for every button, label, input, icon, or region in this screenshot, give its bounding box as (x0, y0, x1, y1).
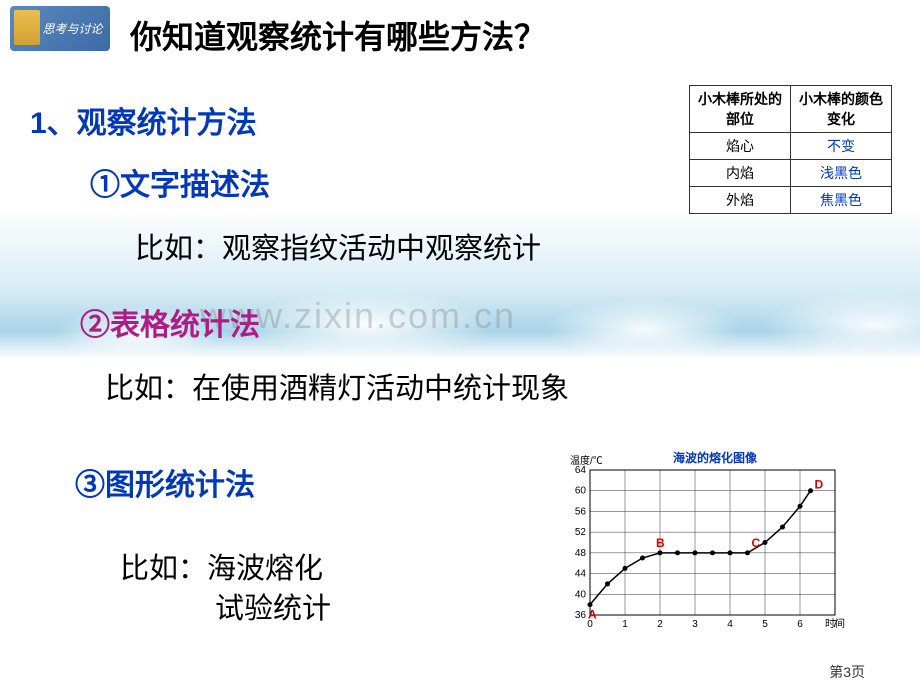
svg-text:56: 56 (575, 506, 587, 517)
svg-text:52: 52 (575, 527, 587, 538)
table-cell: 外焰 (690, 187, 791, 214)
svg-text:3: 3 (692, 619, 698, 630)
header-badge: 思考与讨论 (10, 6, 110, 51)
table-cell: 焦黑色 (791, 187, 892, 214)
method2-heading: ②表格统计法 (80, 300, 260, 344)
svg-text:温度/℃: 温度/℃ (570, 454, 603, 467)
svg-text:1: 1 (622, 619, 628, 630)
method2-example: 比如：在使用酒精灯活动中统计现象 (105, 365, 569, 407)
table-cell: 浅黑色 (791, 160, 892, 187)
table-cell: 内焰 (690, 160, 791, 187)
method3-heading: ③图形统计法 (75, 460, 255, 504)
svg-text:D: D (815, 478, 824, 492)
table-cell: 不变 (791, 133, 892, 160)
table-body: 焰心不变内焰浅黑色外焰焦黑色 (690, 133, 892, 214)
method3-example-line1: 比如：海波熔化 (120, 545, 323, 587)
svg-text:C: C (752, 536, 761, 550)
svg-text:40: 40 (575, 589, 587, 600)
page-title: 你知道观察统计有哪些方法？ (130, 12, 546, 58)
svg-text:时间/分: 时间/分 (825, 617, 845, 630)
melting-chart: 364044485256606401234567ABCD温度/℃时间/分海波的熔… (555, 450, 845, 640)
svg-text:36: 36 (575, 610, 587, 621)
svg-text:60: 60 (575, 486, 587, 497)
heading-1: 1、观察统计方法 (30, 98, 257, 142)
svg-text:44: 44 (575, 569, 587, 580)
method1-example: 比如：观察指纹活动中观察统计 (135, 225, 541, 267)
svg-text:5: 5 (762, 619, 768, 630)
chart-svg: 364044485256606401234567ABCD温度/℃时间/分海波的熔… (555, 450, 845, 640)
observation-table: 小木棒所处的部位 小木棒的颜色变化 焰心不变内焰浅黑色外焰焦黑色 (689, 85, 892, 214)
svg-text:48: 48 (575, 548, 587, 559)
badge-text: 思考与讨论 (42, 20, 102, 37)
svg-text:2: 2 (657, 619, 663, 630)
method1-heading: ①文字描述法 (90, 160, 270, 204)
method3-example-line2: 试验统计 (215, 585, 331, 627)
table-header-1: 小木棒的颜色变化 (791, 86, 892, 133)
svg-text:B: B (656, 536, 665, 550)
table-cell: 焰心 (690, 133, 791, 160)
svg-text:A: A (588, 608, 597, 622)
svg-text:4: 4 (727, 619, 733, 630)
svg-text:6: 6 (797, 619, 803, 630)
table-header-0: 小木棒所处的部位 (690, 86, 791, 133)
svg-text:海波的熔化图像: 海波的熔化图像 (673, 450, 758, 465)
page-number: 第3页 (829, 662, 865, 682)
